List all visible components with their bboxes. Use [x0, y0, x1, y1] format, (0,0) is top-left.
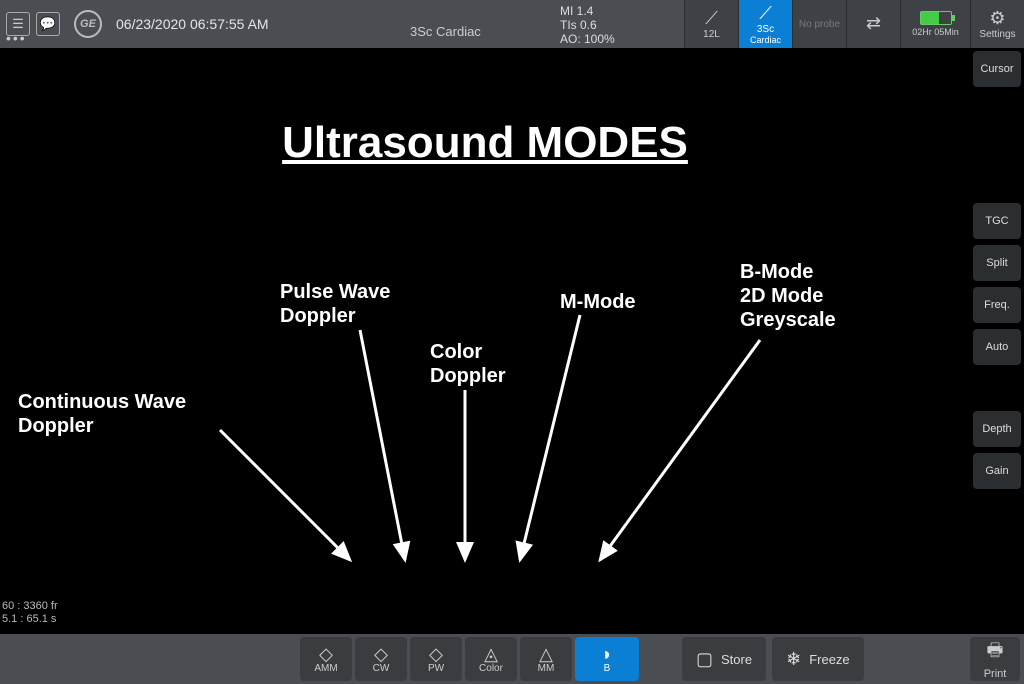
- battery-time-label: 02Hr 05Min: [912, 27, 959, 37]
- ge-logo: GE: [74, 10, 102, 38]
- frame-count: 60 : 3360 fr: [2, 600, 58, 613]
- probe-icon: ⟋: [759, 4, 772, 22]
- freeze-button[interactable]: ❄ Freeze: [772, 637, 864, 681]
- frame-time: 5.1 : 65.1 s: [2, 613, 58, 626]
- probe-3sc-button[interactable]: ⟋ 3Sc Cardiac: [738, 0, 792, 48]
- comment-icon[interactable]: 💬: [36, 12, 60, 36]
- tis-value: TIs 0.6: [560, 18, 615, 32]
- acoustic-output-block: MI 1.4 TIs 0.6 AO: 100%: [560, 4, 615, 46]
- mode-icon: ◬: [484, 645, 498, 663]
- rail-cursor-button[interactable]: Cursor: [973, 51, 1021, 87]
- print-label: Print: [984, 668, 1007, 680]
- rail-freq-button[interactable]: Freq.: [973, 287, 1021, 323]
- mode-label: MM: [538, 663, 555, 674]
- datetime-label: 06/23/2020 06:57:55 AM: [116, 16, 269, 32]
- action-button-group: ▢ Store ❄ Freeze: [682, 637, 870, 681]
- rail-depth-button[interactable]: Depth: [973, 411, 1021, 447]
- store-button[interactable]: ▢ Store: [682, 637, 766, 681]
- probe-label: No probe: [799, 19, 840, 30]
- freeze-label: Freeze: [809, 652, 849, 667]
- mode-label: AMM: [314, 663, 337, 674]
- mi-value: MI 1.4: [560, 4, 615, 18]
- rail-auto-button[interactable]: Auto: [973, 329, 1021, 365]
- settings-label: Settings: [979, 29, 1015, 40]
- store-label: Store: [721, 652, 752, 667]
- printer-icon: 🖶: [987, 638, 1004, 668]
- wireless-icon: ⇄: [866, 14, 881, 32]
- top-right-controls: ⟋ 12L ⟋ 3Sc Cardiac No probe ⇄ 02Hr 05Mi…: [684, 0, 1024, 48]
- ao-value: AO: 100%: [560, 32, 615, 46]
- mode-pw-button[interactable]: ◇PW: [410, 637, 462, 681]
- battery-indicator: 02Hr 05Min: [900, 0, 970, 48]
- camera-icon: ▢: [696, 649, 713, 670]
- probe-12l-button[interactable]: ⟋ 12L: [684, 0, 738, 48]
- more-dots-icon[interactable]: •••: [6, 30, 27, 46]
- rail-split-button[interactable]: Split: [973, 245, 1021, 281]
- gear-icon: ⚙: [989, 9, 1005, 27]
- probe-label: 3Sc: [757, 24, 774, 35]
- right-control-rail: Cursor TGC Split Freq. Auto Depth Gain: [970, 48, 1024, 634]
- battery-icon: [920, 11, 952, 25]
- probe-empty-button: No probe: [792, 0, 846, 48]
- mode-label: B: [604, 663, 611, 674]
- probe-label: 12L: [703, 29, 720, 40]
- settings-button[interactable]: ⚙ Settings: [970, 0, 1024, 48]
- mode-icon: ◗: [602, 645, 613, 663]
- mode-color-button[interactable]: ◬Color: [465, 637, 517, 681]
- mode-b-button[interactable]: ◗B: [575, 637, 639, 681]
- mode-icon: ◇: [374, 645, 388, 663]
- rail-gain-button[interactable]: Gain: [973, 453, 1021, 489]
- callout-arrow: [0, 48, 970, 634]
- snowflake-icon: ❄: [786, 649, 801, 670]
- probe-sublabel: Cardiac: [750, 35, 781, 45]
- rail-tgc-button[interactable]: TGC: [973, 203, 1021, 239]
- mode-icon: △: [539, 645, 553, 663]
- preset-label: 3Sc Cardiac: [410, 24, 481, 39]
- top-bar: ☰ 💬 GE 06/23/2020 06:57:55 AM ••• 3Sc Ca…: [0, 0, 1024, 48]
- mode-cw-button[interactable]: ◇CW: [355, 637, 407, 681]
- wireless-icon-button[interactable]: ⇄: [846, 0, 900, 48]
- mode-label: CW: [373, 663, 390, 674]
- mode-label: Color: [479, 663, 503, 674]
- mode-mm-button[interactable]: △MM: [520, 637, 572, 681]
- frame-info: 60 : 3360 fr 5.1 : 65.1 s: [2, 600, 58, 626]
- mode-icon: ◇: [429, 645, 443, 663]
- mode-amm-button[interactable]: ◇AMM: [300, 637, 352, 681]
- mode-label: PW: [428, 663, 444, 674]
- mode-icon: ◇: [319, 645, 333, 663]
- print-button[interactable]: 🖶 Print: [970, 637, 1020, 681]
- imaging-viewport: Ultrasound MODES Continuous WaveDopplerP…: [0, 48, 970, 634]
- probe-icon: ⟋: [705, 9, 718, 27]
- bottom-bar: ◇AMM◇CW◇PW◬Color△MM◗B ▢ Store ❄ Freeze 🖶…: [0, 634, 1024, 684]
- mode-button-group: ◇AMM◇CW◇PW◬Color△MM◗B: [300, 637, 642, 681]
